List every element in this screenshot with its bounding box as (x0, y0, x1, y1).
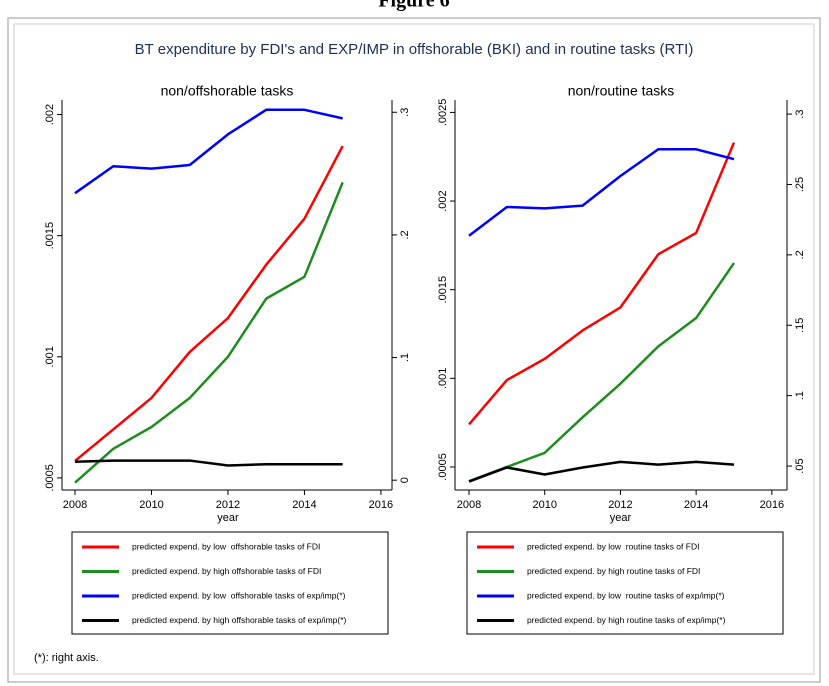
y-tick-label: .0015 (44, 222, 56, 250)
y-tick-label: .001 (44, 346, 56, 367)
footnote: (*): right axis. (34, 652, 99, 664)
x-tick-label: 2008 (457, 499, 481, 511)
series-line (74, 108, 343, 195)
series-line (74, 459, 343, 467)
figure-header: Figure 6 (378, 0, 449, 12)
y-tick-label: .0015 (437, 276, 449, 304)
chart-title: BT expenditure by FDI's and EXP/IMP in o… (135, 41, 694, 58)
y2-tick-label: .2 (399, 230, 411, 239)
y-tick-label: .002 (437, 190, 449, 211)
x-tick-label: 2012 (216, 499, 240, 511)
panel-subtitle: non/routine tasks (568, 83, 675, 99)
x-tick-label: 2008 (63, 499, 87, 511)
x-tick-label: 2014 (684, 499, 708, 511)
y2-tick-label: .15 (794, 318, 806, 333)
legend-box (466, 531, 784, 635)
y-tick-label: .0025 (437, 99, 449, 127)
legend-label: predicted expend. by high offshorable ta… (132, 566, 321, 576)
y-tick-label: .0005 (44, 464, 56, 492)
legend-box (71, 531, 389, 635)
y-tick-label: .002 (44, 104, 56, 125)
x-axis-label: year (610, 512, 632, 524)
legend-label: predicted expend. by high routine tasks … (527, 615, 726, 625)
legend-label: predicted expend. by high routine tasks … (527, 566, 700, 576)
x-tick-label: 2014 (292, 499, 316, 511)
y-tick-label: .0005 (437, 453, 449, 481)
series-line (468, 262, 736, 483)
series-line (468, 148, 735, 237)
panel-subtitle: non/offshorable tasks (161, 83, 294, 99)
series-line (74, 181, 344, 484)
y2-tick-label: .05 (794, 458, 806, 473)
y2-tick-label: .1 (794, 391, 806, 400)
series-line (468, 460, 735, 483)
y2-tick-label: 0 (399, 477, 411, 483)
x-axis-label: year (217, 512, 239, 524)
legend-label: predicted expend. by low routine tasks o… (527, 590, 725, 600)
x-tick-label: 2010 (532, 499, 556, 511)
x-tick-label: 2010 (139, 499, 163, 511)
legend-label: predicted expend. by low offshorable tas… (132, 541, 320, 551)
legend-label: predicted expend. by low routine tasks o… (527, 541, 699, 551)
y2-tick-label: .2 (794, 250, 806, 259)
y2-tick-label: .1 (399, 353, 411, 362)
y2-tick-label: .3 (399, 108, 411, 117)
y2-tick-label: .3 (794, 109, 806, 118)
y-tick-label: .001 (437, 368, 449, 389)
legend-label: predicted expend. by high offshorable ta… (132, 615, 347, 625)
x-tick-label: 2016 (760, 499, 784, 511)
x-tick-label: 2016 (369, 499, 393, 511)
series-line (74, 145, 344, 462)
y2-tick-label: .25 (794, 177, 806, 192)
x-tick-label: 2012 (608, 499, 632, 511)
series-line (468, 142, 736, 426)
legend-label: predicted expend. by low offshorable tas… (132, 590, 346, 600)
